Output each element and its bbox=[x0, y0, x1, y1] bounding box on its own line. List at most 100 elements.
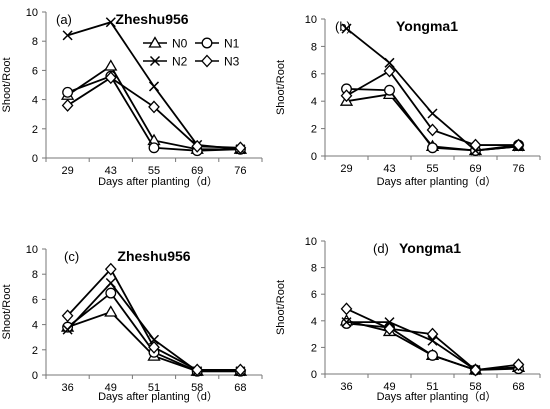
y-tick-label: 4 bbox=[311, 96, 317, 108]
y-tick-label: 8 bbox=[311, 41, 317, 53]
y-axis-label: Shoot/Root bbox=[275, 60, 287, 115]
y-tick-label: 6 bbox=[32, 65, 38, 77]
y-tick-label: 8 bbox=[311, 263, 317, 275]
y-tick-label: 0 bbox=[311, 369, 317, 381]
data-point-diamond bbox=[104, 71, 117, 85]
data-point-diamond bbox=[191, 363, 204, 377]
x-tick-label: 76 bbox=[234, 165, 246, 177]
x-tick-label: 55 bbox=[426, 163, 438, 175]
y-tick-label: 2 bbox=[311, 124, 317, 136]
data-point-circle bbox=[62, 321, 74, 333]
data-point-cross bbox=[427, 108, 438, 119]
data-point-diamond bbox=[61, 309, 74, 323]
y-tick-label: 4 bbox=[32, 95, 38, 107]
y-tick-label: 0 bbox=[32, 370, 38, 382]
data-point-triangle bbox=[104, 305, 118, 317]
legend-label: N1 bbox=[224, 37, 240, 51]
data-point-diamond bbox=[61, 98, 74, 112]
data-point-cross bbox=[384, 57, 395, 68]
x-tick-label: 29 bbox=[61, 165, 73, 177]
x-tick-label: 36 bbox=[61, 382, 73, 394]
legend-marker-circle bbox=[201, 37, 213, 49]
data-point-diamond bbox=[148, 340, 160, 354]
x-tick-label: 58 bbox=[469, 381, 481, 393]
legend-marker-triangle bbox=[148, 36, 162, 48]
legend-item-N2: N2 bbox=[143, 55, 188, 69]
chart-title: Zheshu956 bbox=[115, 11, 188, 27]
data-point-diamond bbox=[512, 138, 525, 152]
x-tick-label: 49 bbox=[105, 382, 117, 394]
data-point-diamond bbox=[469, 138, 482, 152]
data-point-circle bbox=[427, 142, 438, 154]
y-tick-label: 2 bbox=[311, 342, 317, 354]
y-tick-label: 10 bbox=[26, 7, 38, 19]
y-tick-label: 10 bbox=[305, 14, 317, 26]
x-tick-label: 58 bbox=[191, 382, 203, 394]
data-point-circle bbox=[384, 84, 395, 96]
data-point-diamond bbox=[383, 322, 396, 336]
data-point-cross bbox=[105, 17, 116, 28]
data-point-diamond bbox=[426, 327, 439, 341]
data-point-diamond bbox=[340, 89, 353, 103]
y-tick-label: 8 bbox=[32, 36, 38, 48]
data-point-triangle bbox=[104, 59, 118, 71]
x-tick-label: 43 bbox=[105, 165, 117, 177]
data-point-circle bbox=[105, 287, 117, 299]
y-axis-label: Shoot/Root bbox=[1, 284, 13, 339]
data-point-diamond bbox=[469, 363, 482, 377]
y-tick-label: 4 bbox=[311, 316, 317, 328]
data-point-diamond bbox=[234, 141, 247, 155]
panel-label: (a) bbox=[56, 12, 72, 27]
x-axis-label: Days after planting（d） bbox=[98, 175, 218, 188]
chart-title: Yongma1 bbox=[396, 18, 458, 34]
legend: N0 N1 N2 N3 bbox=[143, 36, 240, 69]
x-tick-label: 68 bbox=[234, 382, 246, 394]
panel-label: (b) bbox=[335, 19, 351, 34]
y-axis-label: Shoot/Root bbox=[275, 280, 287, 335]
data-point-diamond bbox=[512, 358, 525, 372]
chart-panel-b: 0 2 4 6 8 10 29 43 55 69 76 Shoot/Root Days after pl… bbox=[275, 14, 541, 188]
series-N3 bbox=[61, 71, 247, 155]
data-point-diamond bbox=[340, 302, 353, 316]
y-tick-label: 6 bbox=[32, 294, 38, 306]
legend-item-N1: N1 bbox=[195, 37, 240, 51]
y-tick-label: 4 bbox=[32, 320, 38, 332]
data-point-cross bbox=[384, 317, 395, 328]
data-point-diamond bbox=[148, 100, 160, 114]
series-N3 bbox=[61, 262, 247, 377]
y-tick-label: 6 bbox=[311, 69, 317, 81]
data-point-cross bbox=[341, 317, 352, 328]
x-tick-label: 43 bbox=[383, 163, 395, 175]
x-tick-label: 49 bbox=[383, 381, 395, 393]
chart-title: Yongma1 bbox=[399, 240, 461, 256]
panel-label: (d) bbox=[373, 241, 389, 256]
x-tick-label: 68 bbox=[512, 381, 524, 393]
data-point-diamond bbox=[383, 64, 396, 78]
data-point-circle bbox=[341, 318, 352, 329]
y-tick-label: 10 bbox=[26, 244, 38, 256]
data-point-cross bbox=[62, 30, 73, 41]
legend-label: N2 bbox=[172, 55, 188, 69]
y-tick-label: 8 bbox=[32, 269, 38, 281]
data-point-cross bbox=[62, 324, 73, 335]
data-point-circle bbox=[427, 349, 438, 361]
data-point-diamond bbox=[234, 363, 247, 377]
y-tick-label: 6 bbox=[311, 289, 317, 301]
legend-marker-cross bbox=[149, 55, 161, 67]
x-tick-label: 76 bbox=[512, 163, 524, 175]
series-N3 bbox=[340, 64, 525, 152]
legend-marker-diamond bbox=[201, 54, 213, 68]
data-point-circle bbox=[62, 86, 74, 98]
data-point-diamond bbox=[426, 123, 439, 137]
legend-item-N0: N0 bbox=[143, 36, 188, 51]
legend-label: N3 bbox=[224, 55, 240, 69]
data-point-circle bbox=[148, 142, 160, 154]
x-axis-label: Days after planting（d） bbox=[377, 390, 497, 403]
y-tick-label: 0 bbox=[32, 153, 38, 165]
x-axis-label: Days after planting（d） bbox=[377, 175, 497, 188]
